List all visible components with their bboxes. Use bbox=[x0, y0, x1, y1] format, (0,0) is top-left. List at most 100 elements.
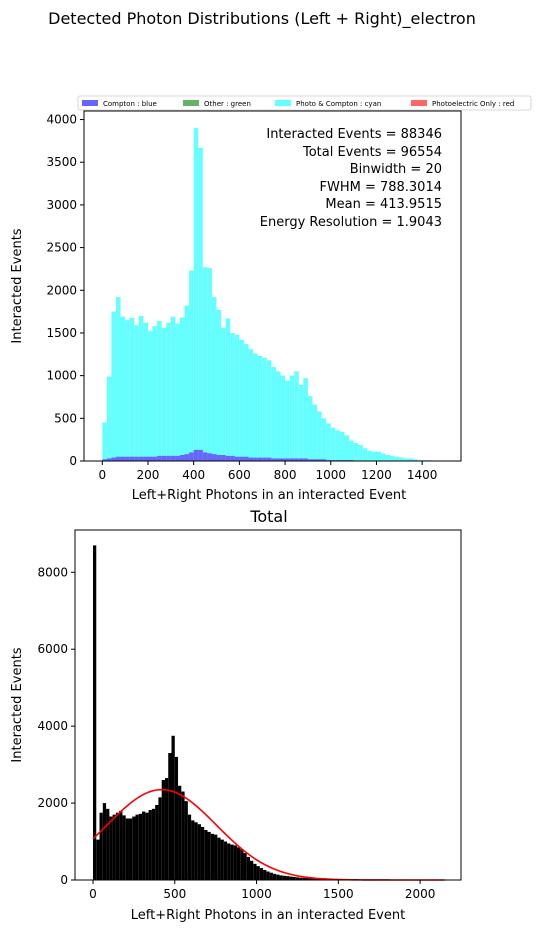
bar-photo-compton-42 bbox=[294, 371, 299, 461]
bar-compton-14 bbox=[166, 455, 171, 461]
bar-photo-compton-30 bbox=[239, 339, 244, 461]
bar-photo-compton-52 bbox=[339, 431, 345, 461]
x-tick-label-600: 600 bbox=[228, 468, 251, 482]
bar-total-59 bbox=[285, 876, 290, 880]
bar-total-16 bbox=[145, 812, 149, 880]
bar-compton-26 bbox=[221, 455, 226, 461]
x-tick-label-1400: 1400 bbox=[407, 468, 438, 482]
bar-compton-30 bbox=[239, 456, 244, 461]
bar-photo-compton-11 bbox=[152, 326, 158, 461]
x-tick-label-1500: 1500 bbox=[323, 887, 354, 901]
bar-compton-23 bbox=[207, 453, 212, 461]
x-axis-label: Left+Right Photons in an interacted Even… bbox=[132, 488, 406, 503]
x-tick-label-0: 0 bbox=[89, 887, 97, 901]
figure-title: Detected Photon Distributions (Left + Ri… bbox=[48, 9, 476, 29]
bar-photo-compton-4 bbox=[120, 316, 126, 461]
chart-title: Total bbox=[249, 507, 287, 526]
bar-total-5 bbox=[109, 816, 113, 880]
bar-total-41 bbox=[227, 843, 231, 880]
bar-total-67 bbox=[312, 878, 316, 880]
bar-compton-19 bbox=[189, 452, 194, 461]
bar-photo-compton-61 bbox=[381, 453, 386, 461]
bar-total-37 bbox=[214, 834, 218, 880]
legend-swatch-photo-compton bbox=[275, 100, 291, 106]
y-tick-label-8000: 8000 bbox=[37, 565, 68, 579]
bar-total-21 bbox=[161, 780, 165, 880]
bar-photo-compton-59 bbox=[371, 451, 377, 461]
bar-photo-compton-53 bbox=[344, 435, 350, 461]
bar-photo-compton-54 bbox=[349, 440, 354, 461]
bar-total-4 bbox=[106, 808, 110, 880]
bar-total-66 bbox=[308, 878, 313, 880]
bar-photo-compton-66 bbox=[403, 458, 409, 461]
annotation-interacted-events: Interacted Events = 88346 bbox=[266, 127, 442, 142]
bar-photo-compton-55 bbox=[353, 443, 359, 461]
bar-total-28 bbox=[184, 801, 188, 880]
bar-photo-compton-68 bbox=[413, 459, 418, 461]
x-tick-label-0: 0 bbox=[98, 468, 106, 482]
bar-photo-compton-22 bbox=[202, 267, 208, 461]
y-tick-label-6000: 6000 bbox=[37, 642, 68, 656]
bar-total-47 bbox=[246, 856, 251, 880]
x-tick-label-400: 400 bbox=[182, 468, 205, 482]
bar-total-57 bbox=[279, 875, 283, 880]
y-axis-ticks: 0 500 1000 1500 2000 2500 3000 3500 4000 bbox=[46, 113, 84, 468]
bar-compton-24 bbox=[211, 454, 217, 461]
legend-label-photo-compton: Photo & Compton : cyan bbox=[296, 100, 381, 108]
bar-photo-compton-20 bbox=[193, 128, 199, 461]
annotation-fwhm: FWHM = 788.3014 bbox=[319, 180, 442, 195]
bar-total-39 bbox=[220, 839, 224, 880]
bar-total-62 bbox=[295, 877, 300, 880]
bar-total-68 bbox=[315, 878, 319, 880]
bar-photo-compton-50 bbox=[330, 427, 336, 461]
y-tick-label-0: 0 bbox=[69, 454, 77, 468]
bar-total-48 bbox=[250, 860, 254, 880]
bar-photo-compton-56 bbox=[358, 444, 363, 461]
bar-compton-4 bbox=[120, 456, 126, 461]
bar-photo-compton-45 bbox=[307, 396, 313, 461]
annotation-mean: Mean = 413.9515 bbox=[325, 197, 442, 212]
bar-total-2 bbox=[99, 812, 103, 880]
bar-total-40 bbox=[223, 841, 228, 880]
bar-compton-29 bbox=[234, 456, 240, 461]
bar-compton-33 bbox=[253, 457, 258, 461]
bar-compton-17 bbox=[179, 455, 185, 461]
bar-compton-0 bbox=[102, 459, 107, 461]
x-tick-label-1200: 1200 bbox=[361, 468, 392, 482]
bar-compton-44 bbox=[303, 458, 308, 461]
bar-photo-compton-1 bbox=[106, 376, 112, 461]
legend-label-other: Other : green bbox=[204, 100, 251, 108]
bar-photo-compton-39 bbox=[280, 375, 286, 461]
bar-compton-32 bbox=[248, 457, 254, 461]
legend-box bbox=[77, 95, 532, 111]
bar-compton-9 bbox=[143, 456, 148, 461]
bar-total-6 bbox=[112, 814, 116, 880]
bar-compton-2 bbox=[111, 457, 116, 461]
bar-total-63 bbox=[299, 877, 303, 880]
bar-total-60 bbox=[289, 876, 293, 880]
bar-total-51 bbox=[259, 868, 264, 880]
bar-total-65 bbox=[305, 878, 309, 880]
bar-compton-36 bbox=[266, 457, 272, 461]
bar-total-12 bbox=[132, 816, 136, 880]
bar-total-42 bbox=[230, 844, 234, 880]
y-tick-label-2500: 2500 bbox=[46, 241, 77, 255]
x-tick-label-500: 500 bbox=[163, 887, 186, 901]
bar-compton-22 bbox=[202, 452, 208, 461]
bar-photo-compton-62 bbox=[385, 455, 391, 461]
y-axis-ticks: 0 2000 4000 6000 8000 bbox=[37, 565, 75, 887]
bar-compton-6 bbox=[129, 456, 135, 461]
y-tick-label-2000: 2000 bbox=[46, 283, 77, 297]
bar-total-31 bbox=[194, 822, 198, 880]
bar-photo-compton-8 bbox=[138, 315, 144, 461]
bar-compton-5 bbox=[125, 456, 130, 461]
bar-photo-compton-46 bbox=[312, 404, 318, 461]
bar-total-46 bbox=[243, 853, 247, 880]
bar-compton-13 bbox=[161, 455, 167, 461]
bar-photo-compton-16 bbox=[175, 323, 180, 461]
bar-photo-compton-23 bbox=[207, 268, 212, 461]
bar-photo-compton-36 bbox=[266, 360, 272, 461]
bar-total-27 bbox=[181, 791, 185, 880]
bar-photo-compton-58 bbox=[367, 450, 372, 461]
x-tick-label-2000: 2000 bbox=[405, 887, 436, 901]
